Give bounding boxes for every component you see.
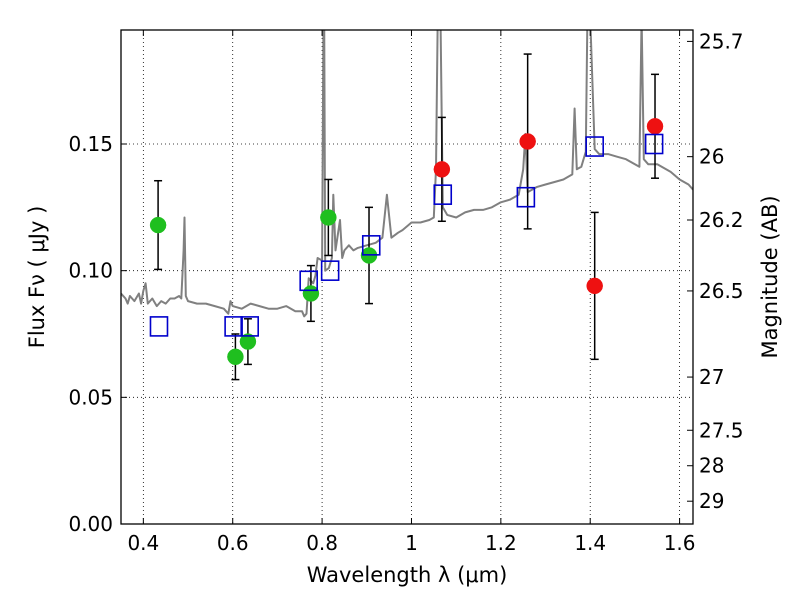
y-right-tick-label: 26.5 — [699, 279, 744, 303]
spectrum-series — [121, 30, 693, 318]
plot-frame — [120, 29, 694, 525]
x-tick-label: 0.8 — [306, 531, 338, 555]
y-right-tick-label: 28 — [699, 454, 724, 478]
data-point-marker — [302, 285, 320, 302]
grid — [121, 30, 693, 524]
data-point-marker — [519, 133, 536, 150]
x-tick-label: 0.4 — [127, 531, 159, 555]
model-square-marker — [299, 270, 318, 292]
model-square-marker — [240, 316, 259, 337]
model-square-marker — [149, 316, 169, 337]
model-square-marker — [585, 136, 604, 157]
spectrum-line — [121, 30, 693, 318]
y-axis-label: Flux Fν ( μJy ) — [25, 206, 49, 349]
data-point-marker — [586, 277, 603, 295]
model-square-marker — [320, 260, 340, 281]
y-tick-label: 0.00 — [68, 512, 113, 536]
y-right-tick-label: 25.7 — [699, 29, 744, 53]
y-axis-right-label: Magnitude (AB) — [758, 195, 782, 358]
model-square-marker — [644, 133, 664, 155]
model-square-marker — [224, 316, 243, 337]
x-tick-label: 0.6 — [217, 531, 249, 555]
axis-ticks: 0.4 0.6 0.8 1 1.2 1.4 1.6 0.00 0.05 0.10 0.15 25.7 2… — [68, 29, 743, 555]
model-square-marker — [361, 235, 381, 256]
plot-background — [121, 30, 693, 524]
x-axis-label: Wavelength λ (μm) — [307, 563, 508, 587]
x-tick-label: 1 — [405, 531, 418, 555]
y-tick-label: 0.05 — [68, 385, 113, 409]
data-point-marker — [646, 118, 664, 135]
model-square-marker — [433, 184, 453, 205]
x-tick-label: 1.6 — [664, 531, 696, 555]
data-point-marker — [227, 348, 244, 366]
y-right-tick-label: 26 — [699, 145, 724, 169]
data-point-marker — [433, 161, 451, 178]
data-point-marker — [320, 209, 337, 226]
data-point-marker — [239, 333, 257, 350]
x-tick-label: 1.4 — [574, 531, 606, 555]
y-tick-label: 0.15 — [68, 132, 113, 156]
y-right-tick-label: 27.5 — [699, 418, 744, 442]
markers — [149, 118, 664, 366]
y-right-tick-label: 26.2 — [699, 208, 744, 232]
x-tick-label: 1.2 — [485, 531, 517, 555]
data-point-marker — [149, 216, 167, 234]
y-right-tick-label: 29 — [699, 489, 724, 513]
model-square-marker — [516, 186, 536, 208]
y-right-tick-label: 27 — [699, 365, 724, 389]
y-tick-label: 0.10 — [68, 259, 113, 283]
